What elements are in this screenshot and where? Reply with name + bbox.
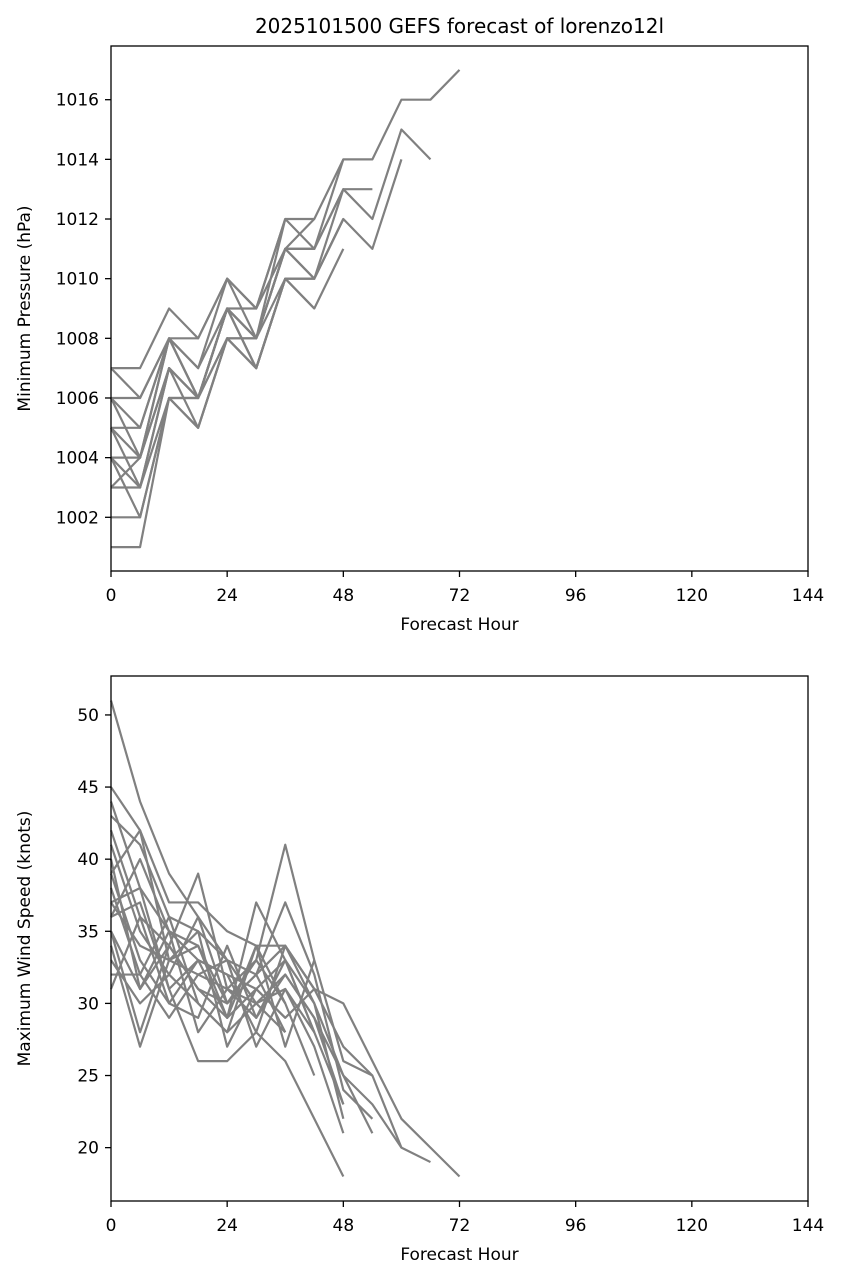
wind-y-tick-label: 40 xyxy=(77,850,99,870)
pressure-y-tick-label: 1016 xyxy=(56,91,99,111)
pressure-y-tick-label: 1008 xyxy=(56,329,99,349)
pressure-series-line-7 xyxy=(111,188,345,400)
wind-x-tick-label: 0 xyxy=(106,1216,117,1236)
wind-series-line-19 xyxy=(110,829,287,1033)
wind-x-tick-label: 48 xyxy=(333,1216,355,1236)
wind-series-line-20 xyxy=(110,930,287,1019)
pressure-x-tick-label: 48 xyxy=(333,586,355,606)
pressure-y-tick-label: 1006 xyxy=(56,389,99,409)
pressure-series-line-10 xyxy=(111,277,316,489)
wind-x-tick-label: 72 xyxy=(449,1216,471,1236)
pressure-x-tick-label: 0 xyxy=(106,586,117,606)
pressure-panel: 0 24 48 72 96 120 144 1002 1004 1006 1008 1010 1012 1… xyxy=(15,14,824,635)
wind-y-tick-label: 35 xyxy=(77,922,99,942)
wind-series-line-2 xyxy=(110,786,431,1164)
pressure-y-tick-label: 1010 xyxy=(56,270,99,290)
wind-series-line-17 xyxy=(110,858,287,1034)
wind-series-line-14 xyxy=(110,944,316,1048)
pressure-y-tick-label: 1004 xyxy=(56,449,99,469)
wind-series-line-16 xyxy=(109,915,316,1033)
wind-y-tick-label: 20 xyxy=(77,1139,99,1159)
pressure-x-tick-label: 96 xyxy=(565,586,587,606)
wind-y-tick-label: 30 xyxy=(77,994,99,1014)
pressure-series-line-3 xyxy=(110,159,403,489)
pressure-x-axis-label: Forecast Hour xyxy=(400,615,518,635)
pressure-plot-frame xyxy=(110,45,809,572)
wind-y-axis-label: Maximum Wind Speed (knots) xyxy=(15,811,35,1067)
pressure-series-line-12 xyxy=(111,218,316,429)
wind-series-line-11 xyxy=(110,901,345,1177)
pressure-y-axis-label: Minimum Pressure (hPa) xyxy=(15,205,35,411)
wind-y-tick-label: 25 xyxy=(77,1067,99,1087)
wind-x-tick-label: 96 xyxy=(565,1216,587,1236)
wind-x-axis-label: Forecast Hour xyxy=(400,1245,518,1265)
wind-series-line-18 xyxy=(110,886,287,1019)
wind-panel: 0 24 48 72 96 120 144 20 25 30 35 40 45 50 Forecast Ho… xyxy=(15,675,824,1265)
pressure-y-tick-label: 1014 xyxy=(56,150,99,170)
chart-title: 2025101500 GEFS forecast of lorenzo12l xyxy=(255,14,664,38)
pressure-y-tick-label: 1012 xyxy=(56,210,99,230)
wind-x-tick-label: 24 xyxy=(216,1216,238,1236)
pressure-series-line-5 xyxy=(111,248,345,549)
pressure-x-tick-label: 120 xyxy=(676,586,708,606)
pressure-series-line-15 xyxy=(110,218,287,489)
wind-series-line-5 xyxy=(109,829,373,1077)
wind-x-tick-label: 120 xyxy=(676,1216,708,1236)
pressure-x-tick-label: 24 xyxy=(216,586,238,606)
pressure-x-tick-label: 144 xyxy=(792,586,824,606)
pressure-x-tick-label: 72 xyxy=(449,586,471,606)
wind-x-tick-label: 144 xyxy=(792,1216,824,1236)
wind-y-tick-label: 45 xyxy=(77,778,99,798)
pressure-y-tick-label: 1002 xyxy=(56,508,99,528)
wind-y-tick-label: 50 xyxy=(77,706,99,726)
